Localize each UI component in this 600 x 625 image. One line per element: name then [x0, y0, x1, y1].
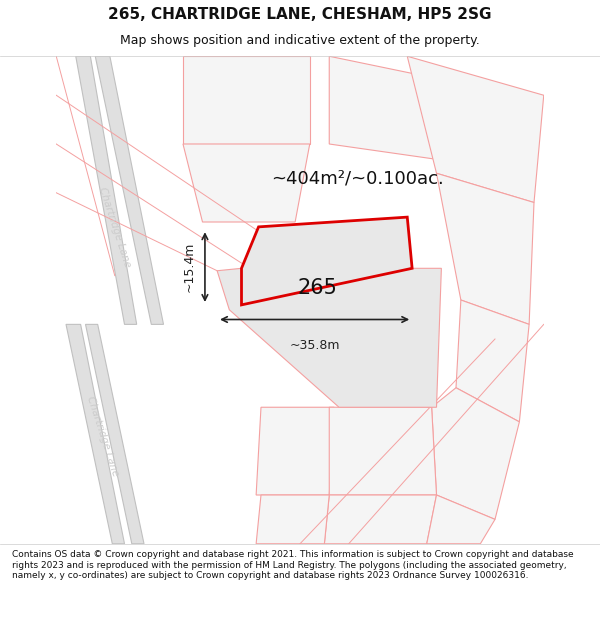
Polygon shape	[76, 56, 137, 324]
Polygon shape	[427, 495, 495, 544]
Polygon shape	[329, 56, 470, 164]
Text: ~404m²/~0.100ac.: ~404m²/~0.100ac.	[271, 169, 443, 187]
Polygon shape	[95, 56, 163, 324]
Polygon shape	[456, 300, 529, 422]
Text: Chartridge Lane: Chartridge Lane	[97, 186, 133, 268]
Polygon shape	[241, 217, 412, 305]
Polygon shape	[431, 388, 520, 519]
Polygon shape	[407, 56, 544, 202]
Polygon shape	[256, 495, 329, 544]
Text: Contains OS data © Crown copyright and database right 2021. This information is : Contains OS data © Crown copyright and d…	[12, 550, 574, 580]
Polygon shape	[217, 217, 442, 408]
Text: Chartridge Lane: Chartridge Lane	[85, 395, 120, 478]
Polygon shape	[85, 324, 144, 544]
Text: 265: 265	[297, 278, 337, 298]
Text: ~15.4m: ~15.4m	[182, 242, 195, 292]
Polygon shape	[325, 495, 437, 544]
Polygon shape	[329, 408, 437, 495]
Polygon shape	[437, 173, 534, 324]
Polygon shape	[183, 56, 310, 144]
Polygon shape	[66, 324, 124, 544]
Polygon shape	[256, 408, 334, 495]
Text: 265, CHARTRIDGE LANE, CHESHAM, HP5 2SG: 265, CHARTRIDGE LANE, CHESHAM, HP5 2SG	[108, 6, 492, 21]
Text: Map shows position and indicative extent of the property.: Map shows position and indicative extent…	[120, 34, 480, 47]
Polygon shape	[183, 144, 310, 222]
Text: ~35.8m: ~35.8m	[289, 339, 340, 352]
